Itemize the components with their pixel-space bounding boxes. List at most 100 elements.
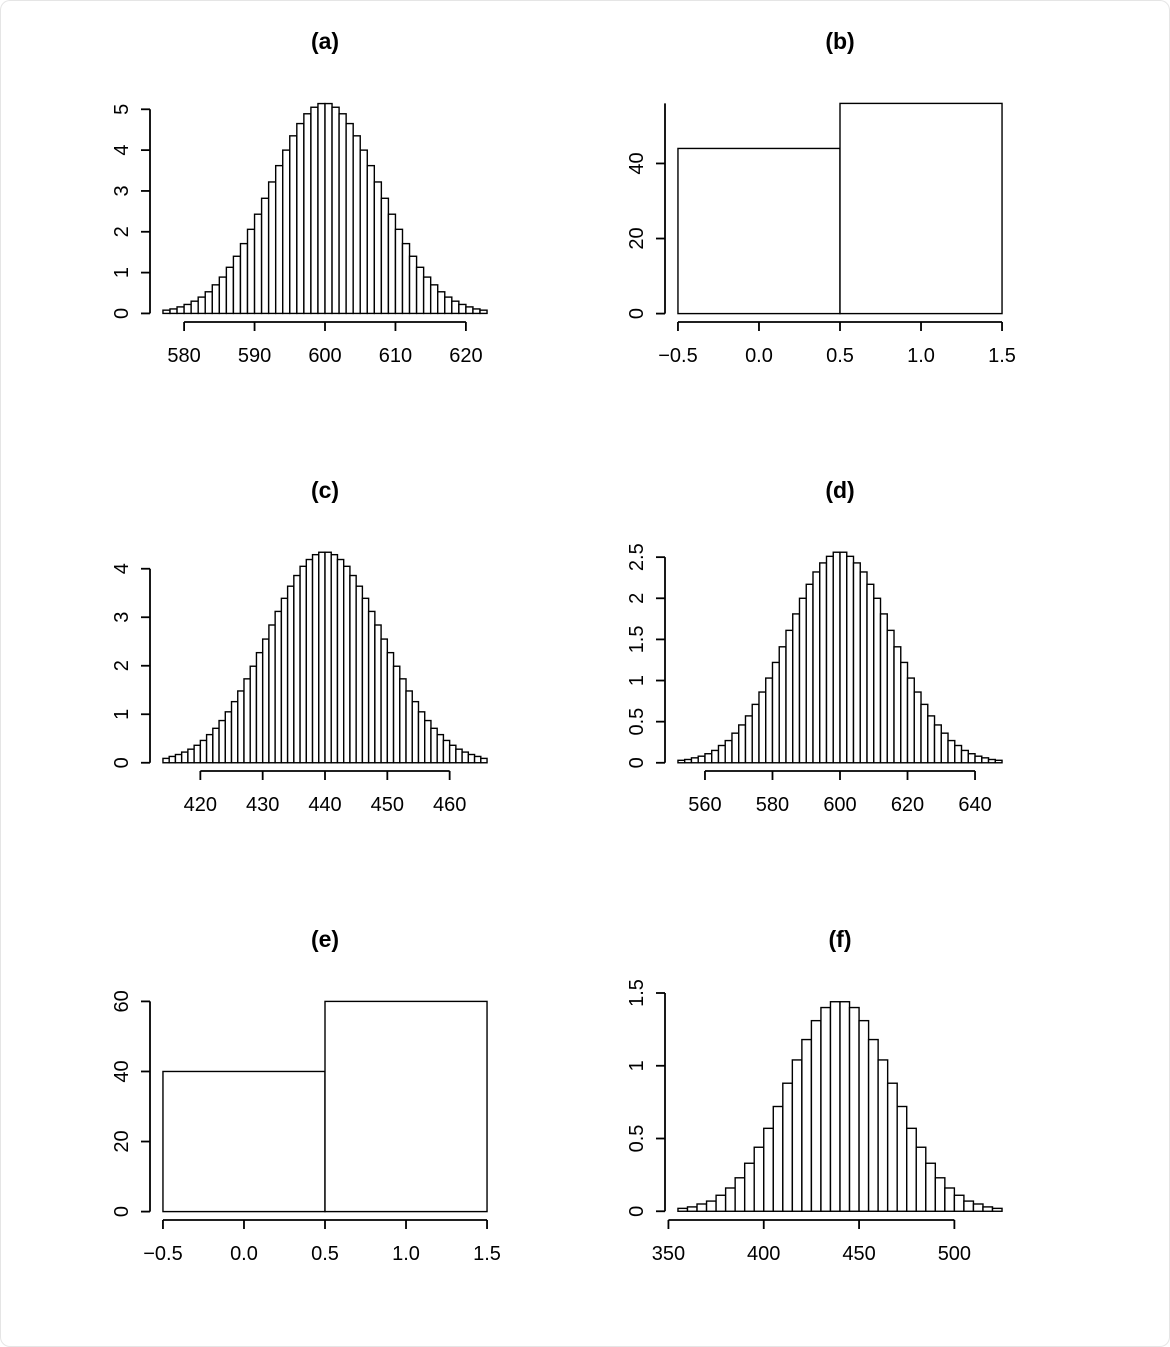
hist-bar — [399, 678, 407, 764]
panel-b: (b) −0.5 0.0 0.5 1.0 1.5 0 20 40 — [585, 0, 1170, 449]
hist-bar — [867, 1038, 879, 1212]
hist-bar — [324, 102, 333, 315]
x-tick-label: 420 — [184, 794, 217, 816]
hist-bar — [299, 565, 308, 764]
hist-bar — [274, 164, 284, 315]
y-tick-label: 2 — [111, 226, 133, 237]
hist-bar — [715, 1194, 727, 1212]
hist-bar — [162, 1070, 326, 1213]
y-tick-label: 0 — [111, 1206, 133, 1217]
hist-bar — [224, 711, 233, 764]
y-tick-label: 40 — [626, 152, 648, 174]
hist-bar — [981, 757, 990, 764]
hist-bar — [991, 1207, 1003, 1212]
hist-bar — [311, 553, 320, 764]
hist-bar — [359, 149, 368, 315]
hist-bar — [465, 306, 474, 315]
hist-bar — [987, 758, 996, 764]
hist-bar — [211, 284, 221, 315]
hist-bar — [380, 638, 389, 764]
hist-bar — [455, 748, 463, 764]
hist-bar — [479, 309, 488, 315]
histogram-f-canvas: 350 400 450 500 0 0.5 1 1.5 — [626, 979, 1003, 1265]
hist-bar — [933, 724, 942, 764]
bars — [162, 551, 488, 764]
hist-bar — [253, 213, 263, 315]
hist-bar — [243, 678, 251, 764]
x-tick-label: 560 — [688, 794, 721, 816]
y-tick-label: 1 — [626, 675, 648, 686]
panel-c-title: (c) — [310, 477, 340, 503]
hist-bar — [239, 242, 249, 315]
hist-bar — [424, 719, 432, 764]
hist-bar — [839, 102, 1003, 315]
hist-bar — [782, 1082, 794, 1212]
hist-bar — [437, 291, 446, 315]
x-tick-label: 640 — [958, 794, 991, 816]
y-tick-label: 20 — [111, 1130, 133, 1152]
hist-bar — [352, 135, 361, 315]
hist-bar — [963, 1200, 975, 1212]
hist-bar — [832, 551, 841, 764]
x-tick-label: 620 — [891, 794, 924, 816]
hist-bar — [187, 748, 195, 764]
hist-bar — [331, 106, 340, 315]
hist-bar — [205, 733, 214, 764]
y-tick-label: 4 — [111, 563, 133, 574]
hist-bar — [199, 739, 208, 764]
hist-bar — [162, 309, 171, 315]
hist-bar — [771, 661, 780, 764]
hist-bar — [473, 755, 482, 764]
hist-bar — [866, 583, 875, 764]
hist-bar — [429, 284, 439, 315]
hist-bar — [417, 711, 426, 764]
hist-bar — [697, 755, 706, 764]
hist-bar — [704, 753, 713, 764]
hist-bar — [394, 228, 404, 315]
hist-bar — [422, 276, 432, 315]
bars — [677, 1001, 1003, 1212]
hist-bar — [734, 1177, 746, 1212]
hist-bar — [461, 751, 470, 764]
hist-bar — [994, 759, 1003, 764]
hist-bar — [934, 1177, 946, 1212]
hist-bar — [785, 629, 794, 764]
hist-bar — [380, 197, 390, 315]
hist-bar — [176, 306, 185, 315]
panel-d-title: (d) — [825, 477, 855, 503]
hist-bar — [303, 113, 312, 315]
hist-bar — [268, 624, 276, 764]
hist-bar — [778, 646, 787, 764]
hist-bar — [810, 1019, 822, 1212]
hist-bar — [825, 555, 834, 764]
hist-bar — [886, 1082, 898, 1212]
hist-bar — [690, 757, 699, 764]
hist-bar — [879, 613, 888, 764]
x-tick-label: 1.0 — [907, 345, 935, 367]
y-tick-label: 1 — [111, 709, 133, 720]
histogram-d-canvas: 560 580 600 620 640 0 0.5 1 1.5 2 2.5 — [626, 543, 1003, 816]
x-axis: −0.5 0.0 0.5 1.0 1.5 — [658, 321, 1016, 367]
hist-bar — [162, 757, 170, 764]
hist-bar — [225, 266, 235, 315]
x-tick-label: 600 — [823, 794, 856, 816]
hist-bar — [960, 749, 969, 764]
hist-bar — [873, 597, 882, 764]
hist-bar — [896, 1105, 908, 1212]
hist-bar — [829, 1001, 841, 1212]
x-tick-label: 430 — [246, 794, 279, 816]
hist-bar — [915, 1146, 927, 1212]
x-tick-label: 590 — [238, 345, 271, 367]
y-tick-label: 2 — [111, 660, 133, 671]
hist-bar — [197, 296, 206, 315]
hist-bar — [408, 255, 418, 315]
x-tick-label: 460 — [433, 794, 466, 816]
y-axis: 0 0.5 1 1.5 — [626, 979, 666, 1217]
y-axis: 0 20 40 60 — [111, 990, 151, 1217]
panel-f-title: (f) — [828, 926, 852, 952]
hist-bar — [374, 624, 382, 764]
x-tick-label: 0.0 — [745, 345, 773, 367]
x-tick-label: 450 — [842, 1243, 875, 1265]
hist-bar — [342, 565, 351, 764]
